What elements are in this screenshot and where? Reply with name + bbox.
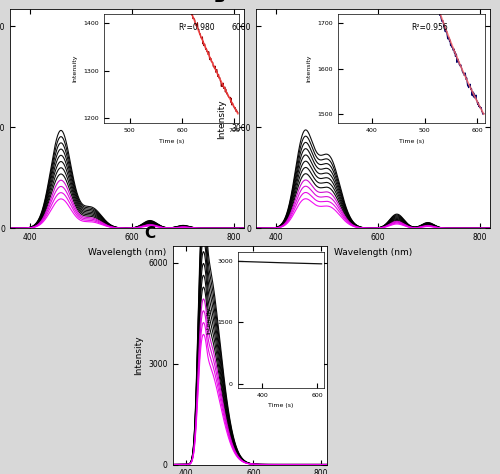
Text: B: B (214, 0, 226, 5)
X-axis label: Wavelength (nm): Wavelength (nm) (88, 248, 166, 256)
X-axis label: Wavelength (nm): Wavelength (nm) (334, 248, 412, 256)
Y-axis label: Intensity: Intensity (134, 335, 142, 375)
Text: C: C (144, 227, 156, 241)
Y-axis label: Intensity: Intensity (217, 99, 226, 139)
